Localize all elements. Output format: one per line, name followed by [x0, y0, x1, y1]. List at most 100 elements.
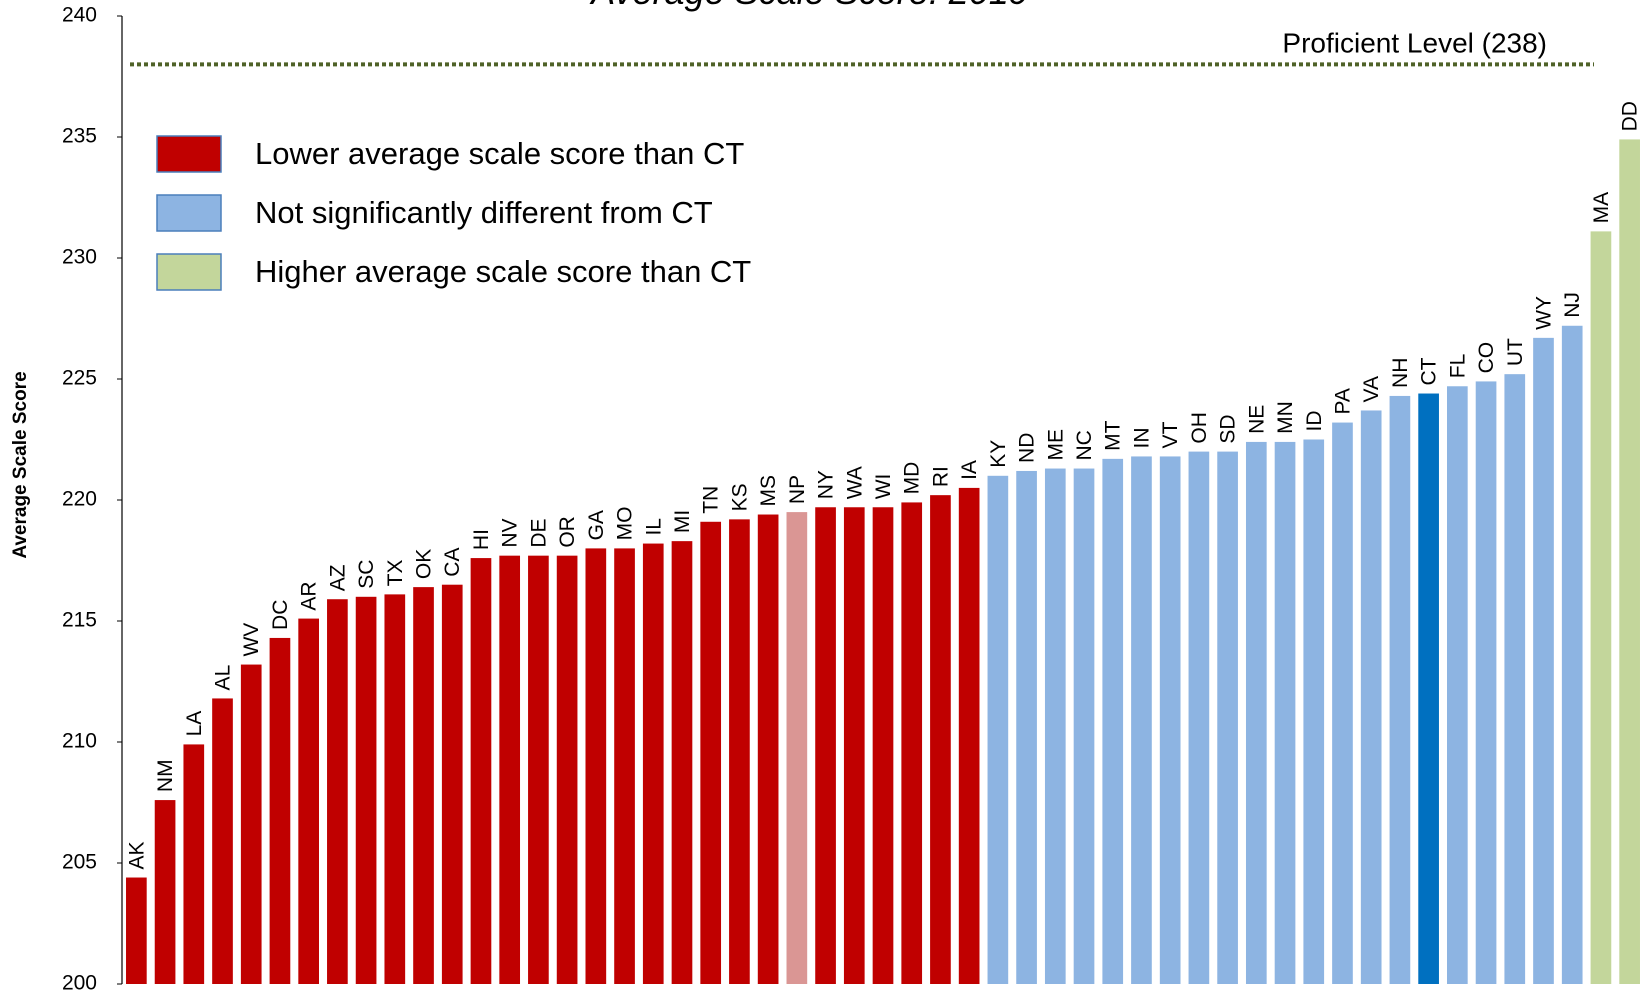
bar-label: HI — [470, 529, 493, 550]
bar-label: NP — [786, 475, 809, 504]
bar — [1159, 456, 1181, 984]
bar-label: NM — [154, 759, 177, 792]
bar-label: KY — [987, 440, 1010, 468]
bar-label: NH — [1389, 358, 1412, 388]
bar-label: CO — [1475, 342, 1498, 374]
bar-label: ND — [1016, 433, 1039, 463]
bar — [1303, 439, 1325, 984]
chart-title: Average Scale Score: 2019 — [589, 0, 1029, 12]
bar-label: IN — [1130, 427, 1153, 448]
bar — [843, 507, 865, 984]
bar — [700, 521, 722, 984]
bar — [786, 512, 808, 984]
bar — [614, 548, 635, 984]
bar-label: ID — [1303, 411, 1326, 432]
bar — [987, 475, 1009, 984]
bar — [1102, 458, 1124, 984]
bar — [872, 507, 894, 984]
bar-label: CA — [441, 548, 464, 577]
bar — [757, 514, 779, 984]
bar-label: VT — [1159, 421, 1182, 448]
bar — [642, 543, 664, 984]
bar-label: MA — [1590, 192, 1613, 224]
bar-label: IL — [642, 518, 665, 536]
bar-label: NV — [499, 518, 522, 547]
y-tick-label: 225 — [62, 367, 97, 390]
bar-label: UT — [1504, 338, 1527, 366]
bar — [556, 555, 578, 984]
bar-label: DE — [527, 518, 550, 547]
bar-label: WY — [1532, 296, 1555, 330]
bar-label: GA — [585, 510, 608, 540]
bar — [499, 555, 521, 984]
bar-label: MI — [671, 510, 694, 533]
bar — [1360, 410, 1382, 985]
bar — [154, 800, 176, 984]
bar-label: LA — [183, 711, 206, 737]
bar — [1245, 441, 1267, 984]
bar-label: AL — [212, 665, 235, 691]
bar — [1044, 468, 1066, 984]
bar — [815, 507, 836, 984]
bar — [126, 877, 147, 984]
bar-label: DD — [1619, 101, 1642, 131]
bar — [1447, 386, 1468, 984]
bar — [1217, 451, 1238, 985]
bar-label: AZ — [326, 564, 349, 591]
bar — [1016, 470, 1037, 985]
bar-label: NJ — [1561, 292, 1584, 318]
bar — [384, 594, 406, 984]
bar — [1131, 456, 1152, 984]
y-tick-label: 205 — [62, 851, 97, 874]
bar — [1590, 231, 1612, 984]
bar — [298, 618, 319, 984]
bar-label: RI — [929, 466, 952, 487]
bar-label: DC — [269, 600, 292, 630]
bar — [585, 548, 607, 984]
reference-label: Proficient Level (238) — [1282, 27, 1547, 58]
legend-swatch — [156, 194, 222, 232]
bar-label: NC — [1073, 430, 1096, 460]
y-tick-label: 210 — [62, 730, 97, 753]
bar-label: AR — [298, 581, 321, 610]
bar — [212, 698, 233, 984]
bar — [1389, 395, 1411, 984]
bar — [413, 587, 434, 984]
bar-label: NE — [1245, 405, 1268, 434]
bar — [1561, 325, 1583, 984]
bar-label: WI — [872, 474, 895, 500]
y-tick-label: 240 — [62, 4, 97, 27]
y-tick-label: 235 — [62, 125, 97, 148]
bar-label: PA — [1331, 388, 1354, 414]
bar — [1188, 451, 1210, 985]
bar — [1418, 393, 1439, 984]
bar — [729, 519, 750, 984]
bar-label: VA — [1360, 376, 1383, 402]
legend-label: Lower average scale score than CT — [255, 136, 744, 171]
bar-label: SC — [355, 560, 378, 589]
bar-label: ME — [1044, 429, 1067, 461]
legend-label: Higher average scale score than CT — [255, 254, 751, 289]
bar-label: NY — [815, 470, 838, 499]
legend-swatch — [156, 253, 222, 291]
y-tick-label: 220 — [62, 488, 97, 511]
bar — [183, 744, 205, 984]
bar-label: OK — [413, 549, 436, 579]
bar — [1619, 139, 1640, 985]
y-tick-label: 200 — [62, 972, 97, 995]
bar-label: OR — [556, 516, 579, 548]
bar — [355, 596, 377, 984]
bar — [327, 599, 348, 984]
bar — [671, 541, 693, 984]
bar-label: TN — [700, 486, 723, 514]
bar — [269, 637, 291, 984]
bar — [528, 555, 549, 984]
bar-label: MO — [614, 507, 637, 541]
bar-label: MT — [1102, 420, 1125, 450]
y-axis-label: Average Scale Score — [10, 371, 31, 558]
bar-label: MD — [901, 462, 924, 495]
y-tick-label: 230 — [62, 246, 97, 269]
y-tick-label: 215 — [62, 609, 97, 632]
